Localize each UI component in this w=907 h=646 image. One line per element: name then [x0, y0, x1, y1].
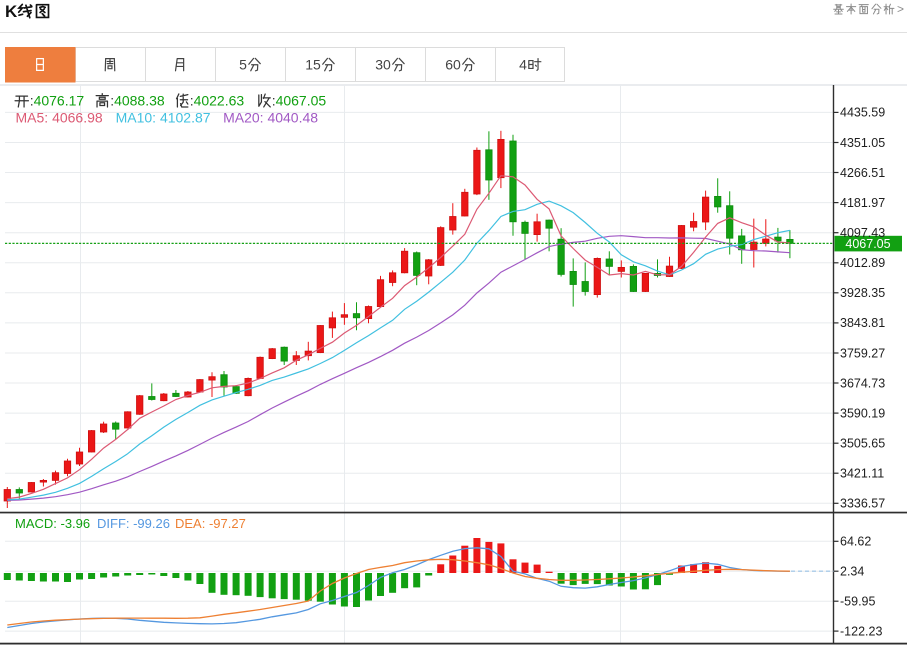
- svg-text:3590.19: 3590.19: [840, 406, 885, 420]
- svg-text:3421.11: 3421.11: [840, 467, 884, 481]
- svg-text:3928.35: 3928.35: [840, 286, 885, 300]
- svg-text:3505.65: 3505.65: [840, 437, 885, 451]
- svg-text:MA5: 4066.98: MA5: 4066.98: [16, 110, 103, 126]
- svg-text:4097.43: 4097.43: [840, 226, 885, 240]
- svg-text::4022.63: :4022.63: [190, 93, 245, 109]
- svg-text:DIFF: -99.26: DIFF: -99.26: [97, 516, 170, 531]
- svg-text::4076.17: :4076.17: [30, 93, 85, 109]
- svg-text:64.62: 64.62: [840, 535, 871, 549]
- svg-text:>: >: [897, 2, 904, 16]
- svg-text::4088.38: :4088.38: [110, 93, 165, 109]
- svg-text:60: 60: [445, 57, 461, 73]
- svg-text:MA10: 4102.87: MA10: 4102.87: [116, 110, 211, 126]
- svg-text:3759.27: 3759.27: [840, 346, 885, 360]
- svg-text:4012.89: 4012.89: [840, 256, 885, 270]
- svg-text:4181.97: 4181.97: [840, 196, 885, 210]
- svg-text:2.34: 2.34: [840, 565, 864, 579]
- svg-text:5: 5: [239, 57, 247, 73]
- svg-text:3336.57: 3336.57: [840, 497, 885, 511]
- svg-text:4067.05: 4067.05: [845, 237, 890, 251]
- svg-text:MA20: 4040.48: MA20: 4040.48: [223, 110, 318, 126]
- svg-text:-122.23: -122.23: [840, 624, 882, 638]
- svg-text:3843.81: 3843.81: [840, 316, 885, 330]
- svg-text:3674.73: 3674.73: [840, 376, 885, 390]
- svg-text:4435.59: 4435.59: [840, 106, 885, 120]
- svg-text:15: 15: [305, 57, 321, 73]
- svg-text:4: 4: [519, 57, 527, 73]
- svg-text:DEA: -97.27: DEA: -97.27: [175, 516, 246, 531]
- svg-text:MACD: -3.96: MACD: -3.96: [15, 516, 90, 531]
- svg-text:-59.95: -59.95: [840, 595, 875, 609]
- svg-text:4351.05: 4351.05: [840, 136, 885, 150]
- svg-text:K: K: [5, 2, 18, 21]
- svg-text:4266.51: 4266.51: [840, 166, 885, 180]
- svg-text::4067.05: :4067.05: [272, 93, 327, 109]
- svg-text:30: 30: [375, 57, 391, 73]
